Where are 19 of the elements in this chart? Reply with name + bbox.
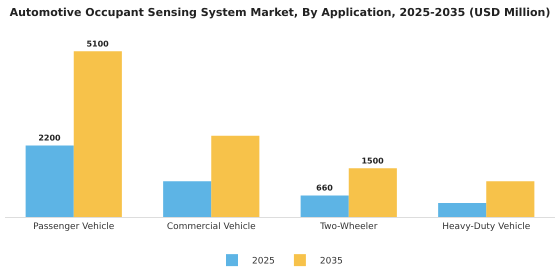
data-label: 660 (316, 184, 334, 193)
data-label: 2200 (38, 134, 62, 142)
data-label: 1500 (361, 156, 384, 166)
bar (486, 181, 534, 217)
bar (163, 181, 212, 217)
bar (348, 168, 397, 217)
bar (211, 136, 260, 217)
bar (438, 203, 486, 217)
legend-label: 2025 (252, 256, 275, 267)
chart-title: Automotive Occupant Sensing System Market, By Application, 2025-2035 (USD Million) (10, 6, 550, 20)
legend-label: 2035 (320, 256, 343, 267)
x-tick-label: Two-Wheeler (319, 222, 378, 232)
x-tick-label: Heavy-Duty Vehicle (442, 222, 531, 232)
bar (74, 51, 122, 217)
bar (26, 146, 74, 217)
x-tick-label: Commercial Vehicle (166, 222, 256, 232)
data-label: 5100 (86, 39, 110, 48)
bar (300, 196, 349, 217)
x-tick-label: Passenger Vehicle (33, 222, 115, 232)
